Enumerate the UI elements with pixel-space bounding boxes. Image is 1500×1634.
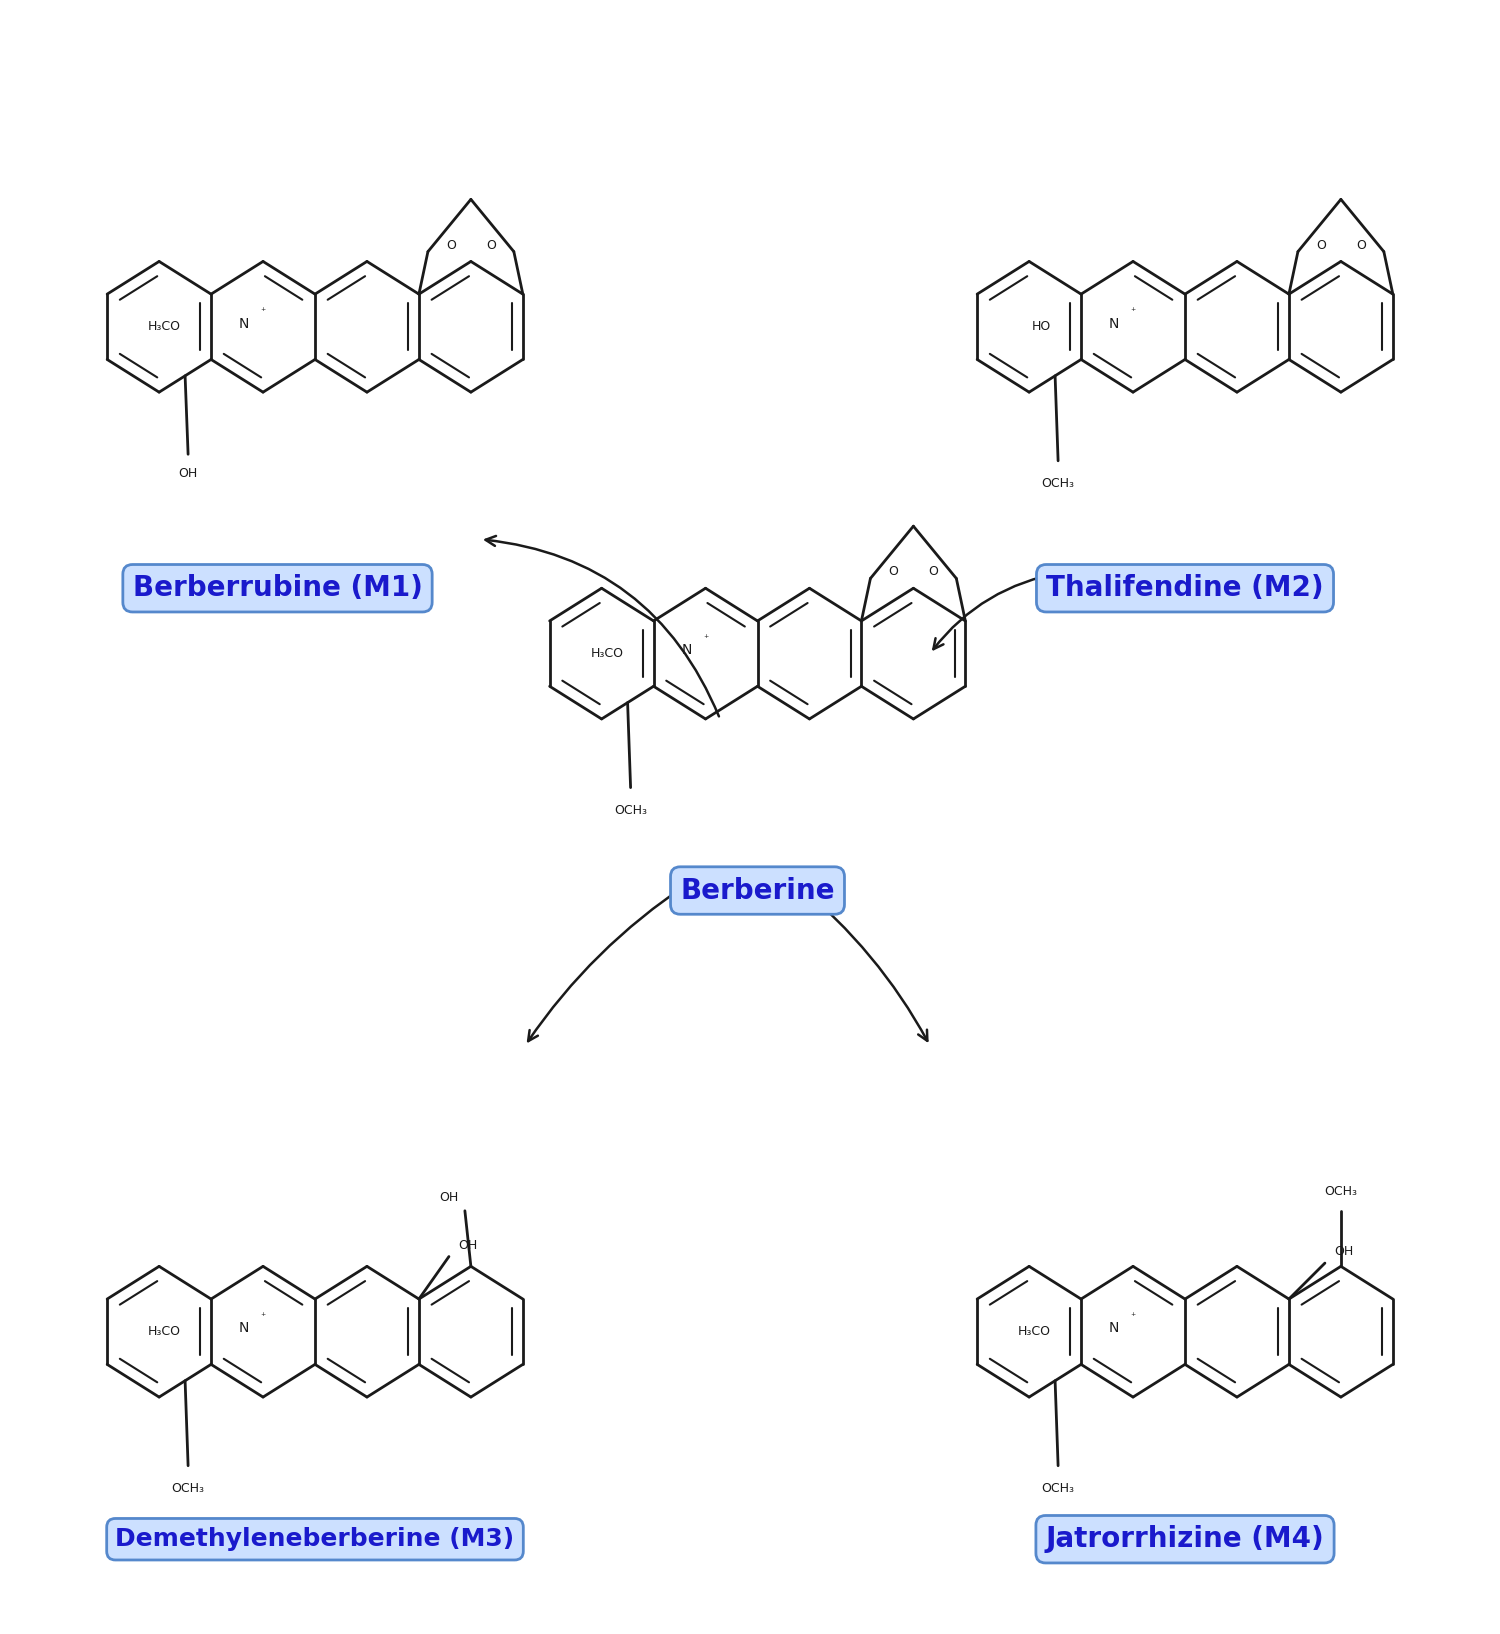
Text: N: N: [1108, 1322, 1119, 1335]
Text: Berberine: Berberine: [680, 876, 834, 905]
Text: OCH₃: OCH₃: [1041, 1482, 1074, 1495]
Text: OH: OH: [458, 1239, 477, 1252]
Text: O: O: [1316, 239, 1326, 252]
Text: H₃CO: H₃CO: [591, 647, 624, 660]
Text: O: O: [1356, 239, 1366, 252]
Text: ⁺: ⁺: [1131, 307, 1136, 317]
Text: N: N: [1108, 317, 1119, 330]
Text: H₃CO: H₃CO: [1019, 1325, 1052, 1338]
Text: Jatrorrhizine (M4): Jatrorrhizine (M4): [1046, 1525, 1324, 1554]
Text: ⁺: ⁺: [704, 634, 708, 644]
Text: OCH₃: OCH₃: [1324, 1185, 1358, 1198]
Text: H₃CO: H₃CO: [148, 320, 182, 333]
Text: OH: OH: [440, 1191, 459, 1204]
Text: H₃CO: H₃CO: [148, 1325, 182, 1338]
Text: N: N: [238, 1322, 249, 1335]
Text: O: O: [928, 565, 939, 578]
Text: Thalifendine (M2): Thalifendine (M2): [1046, 574, 1324, 603]
Text: OCH₃: OCH₃: [1041, 477, 1074, 490]
Text: N: N: [238, 317, 249, 330]
Text: ⁺: ⁺: [261, 307, 266, 317]
Text: O: O: [486, 239, 496, 252]
Text: OH: OH: [1334, 1245, 1353, 1258]
Text: OCH₃: OCH₃: [614, 804, 646, 817]
Text: N: N: [681, 644, 692, 657]
Text: Berberrubine (M1): Berberrubine (M1): [132, 574, 423, 603]
Text: ⁺: ⁺: [261, 1312, 266, 1322]
Text: ⁺: ⁺: [1131, 1312, 1136, 1322]
Text: OH: OH: [178, 467, 198, 480]
Text: Demethyleneberberine (M3): Demethyleneberberine (M3): [116, 1528, 514, 1551]
Text: O: O: [446, 239, 456, 252]
Text: HO: HO: [1032, 320, 1052, 333]
Text: O: O: [888, 565, 898, 578]
Text: OCH₃: OCH₃: [171, 1482, 204, 1495]
